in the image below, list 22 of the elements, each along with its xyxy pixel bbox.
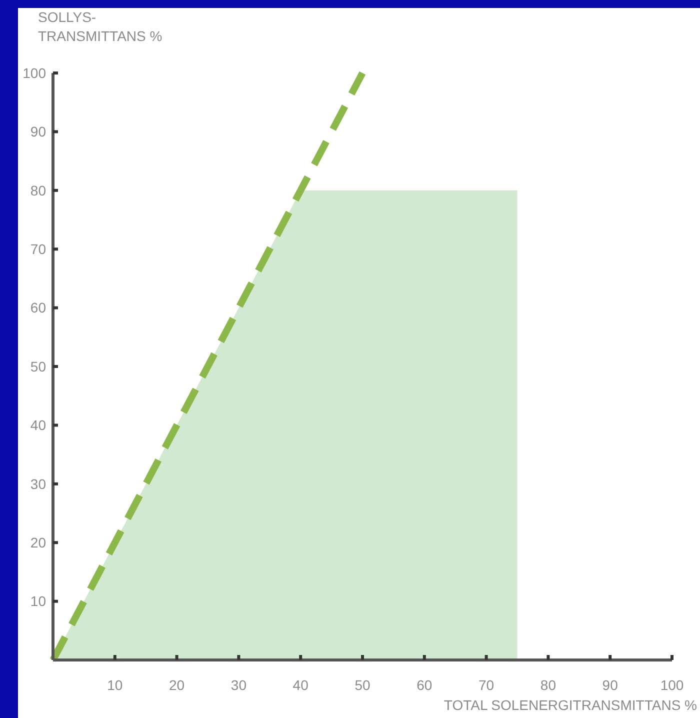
x-tick-label: 20 [169,677,185,693]
y-tick-label: 60 [30,300,46,316]
y-tick-label: 40 [30,417,46,434]
x-tick-label: 60 [416,677,432,693]
x-tick-label: 70 [478,677,494,693]
y-tick-label: 50 [30,358,46,374]
x-tick-label: 100 [660,677,684,693]
x-tick-label: 30 [230,677,247,693]
y-tick-label: 100 [22,64,46,81]
y-tick-label: 10 [30,593,46,610]
y-tick-label: 20 [30,534,46,550]
y-tick-label: 30 [30,476,46,492]
y-tick-label: 70 [30,241,46,257]
x-tick-label: 50 [354,677,370,693]
y-tick-label: 80 [30,182,46,198]
x-tick-label: 90 [602,677,618,693]
x-tick-label: 40 [292,677,309,693]
y-tick-label: 90 [30,124,46,140]
x-tick-label: 10 [107,677,123,693]
y-axis-title: SOLLYS- TRANSMITTANS % [38,9,162,44]
x-tick-label: 80 [540,677,556,693]
x-axis-title: TOTAL SOLENERGITRANSMITTANS % [444,697,697,713]
